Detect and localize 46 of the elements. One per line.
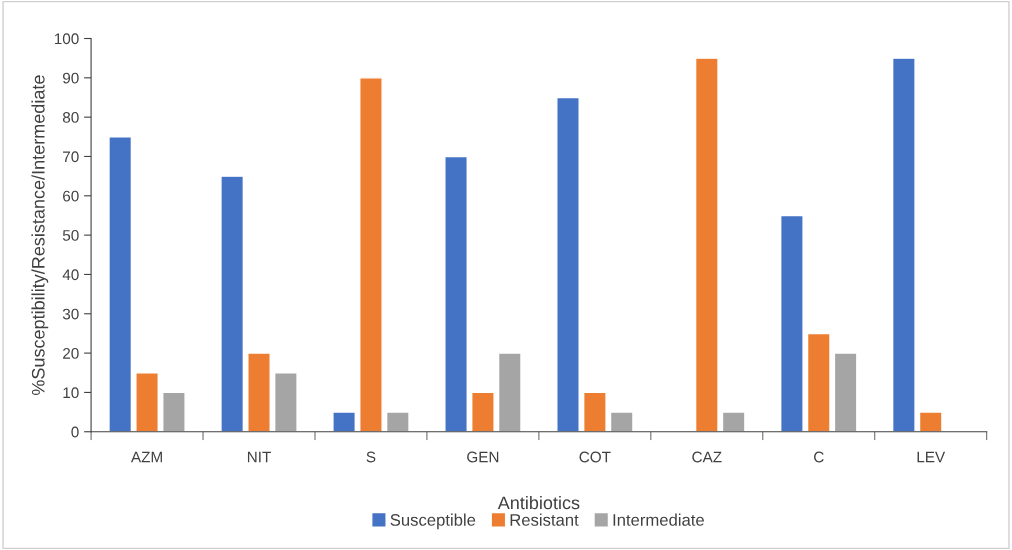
y-tick-label: 90 xyxy=(63,72,79,84)
y-tick-label: 30 xyxy=(62,308,79,320)
x-tick-label: CAZ xyxy=(692,451,722,463)
y-tick-label: 100 xyxy=(54,33,79,45)
bar xyxy=(162,391,186,432)
x-tick-label: GEN xyxy=(467,451,499,463)
y-tick-label: 60 xyxy=(63,190,79,202)
bar xyxy=(247,352,271,432)
x-axis-title: Antibiotics xyxy=(497,495,580,510)
bar xyxy=(332,411,356,432)
bar xyxy=(385,411,410,432)
y-tick-label: 70 xyxy=(63,151,79,163)
x-tick-label: LEV xyxy=(917,451,946,463)
x-tick-label: COT xyxy=(579,451,611,463)
bar xyxy=(806,332,831,432)
bar xyxy=(108,136,133,432)
y-tick-label: 0 xyxy=(71,426,79,438)
bar xyxy=(135,372,159,432)
bar xyxy=(833,352,858,432)
legend-label: Resistant xyxy=(510,513,579,526)
x-tick-label: NIT xyxy=(247,451,271,463)
bar xyxy=(444,155,468,432)
legend-label: Intermediate xyxy=(613,513,704,526)
bar xyxy=(780,214,804,432)
bar xyxy=(359,77,383,432)
y-tick-label: 20 xyxy=(63,347,79,359)
bar xyxy=(891,57,916,432)
bar xyxy=(273,372,298,432)
y-axis-title: %Susceptibility/Resistance/Intermediate xyxy=(31,75,49,396)
bar xyxy=(497,352,522,432)
bar xyxy=(694,57,719,432)
bar xyxy=(471,391,495,432)
bar xyxy=(609,411,634,432)
bar xyxy=(721,411,746,432)
x-tick-label: S xyxy=(366,451,376,463)
bar xyxy=(582,391,607,432)
y-tick-label: 10 xyxy=(63,387,79,399)
bar xyxy=(220,175,245,432)
x-tick-label: C xyxy=(814,451,824,463)
y-tick-label: 50 xyxy=(62,229,79,241)
bar xyxy=(556,96,580,432)
y-tick-label: 80 xyxy=(62,112,79,123)
legend-label: Susceptible xyxy=(390,513,476,530)
bar xyxy=(918,411,943,432)
y-tick-label: 40 xyxy=(62,269,79,281)
x-tick-label: AZM xyxy=(130,451,162,463)
